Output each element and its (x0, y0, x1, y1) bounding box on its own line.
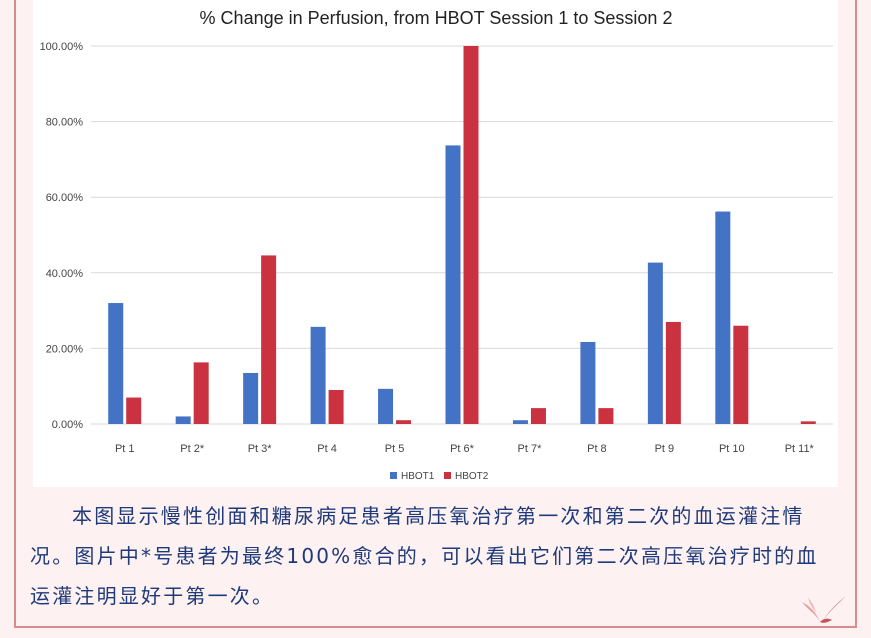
caption-text: 本图显示慢性创面和糖尿病足患者高压氧治疗第一次和第二次的血运灌注情况。图片中*号… (30, 504, 819, 608)
y-tick-label: 100.00% (40, 41, 84, 53)
bird-icon (802, 596, 846, 623)
x-tick-label: Pt 9 (655, 443, 675, 455)
bar-chart: % Change in Perfusion, from HBOT Session… (40, 8, 833, 482)
bar-hbot1-10 (715, 211, 731, 424)
gridlines (91, 45, 833, 425)
bar-hbot2-9 (665, 321, 681, 424)
bar-hbot2-6 (463, 46, 479, 424)
x-tick-label: Pt 7* (518, 443, 543, 455)
y-tick-label: 0.00% (52, 419, 83, 431)
bar-hbot2-7 (530, 408, 546, 424)
y-tick-label: 60.00% (46, 192, 84, 204)
x-tick-label: Pt 6* (450, 443, 475, 455)
x-tick-label: Pt 3* (248, 443, 273, 455)
bar-hbot2-1 (126, 397, 142, 424)
x-tick-label: Pt 5 (385, 443, 405, 455)
bar-hbot2-8 (598, 408, 614, 424)
y-tick-label: 20.00% (46, 343, 84, 355)
bar-hbot1-9 (647, 262, 663, 424)
bar-hbot1-1 (108, 303, 124, 424)
legend-swatch-hbot1 (390, 472, 397, 479)
bar-hbot2-3 (261, 255, 277, 424)
x-tick-label: Pt 4 (317, 443, 337, 455)
bar-hbot1-4 (310, 326, 326, 424)
x-tick-label: Pt 2* (180, 443, 205, 455)
y-tick-label: 80.00% (46, 117, 84, 129)
x-tick-label: Pt 11* (785, 443, 815, 455)
bar-hbot2-10 (733, 325, 749, 424)
x-tick-label: Pt 8 (587, 443, 607, 455)
y-tick-labels: 0.00% 20.00% 40.00% 60.00% 80.00% 100.00% (40, 41, 84, 431)
legend-label-hbot1: HBOT1 (401, 471, 435, 482)
x-tick-labels: Pt 1 Pt 2* Pt 3* Pt 4 Pt 5 Pt 6* Pt 7* Pt 8 Pt 9… (115, 443, 815, 455)
legend-label-hbot2: HBOT2 (455, 471, 489, 482)
y-tick-label: 40.00% (46, 268, 84, 280)
legend-swatch-hbot2 (444, 472, 451, 479)
bar-hbot1-5 (378, 388, 394, 424)
bar-hbot1-3 (243, 372, 259, 424)
x-tick-label: Pt 1 (115, 443, 135, 455)
chart-title: % Change in Perfusion, from HBOT Session… (200, 8, 673, 28)
bar-hbot1-7 (512, 420, 528, 424)
bar-hbot1-6 (445, 145, 461, 424)
bar-hbot2-11 (800, 421, 816, 424)
legend: HBOT1 HBOT2 (390, 471, 489, 482)
bar-hbot1-2 (175, 416, 191, 424)
x-tick-label: Pt 10 (719, 443, 745, 455)
bars (108, 46, 816, 424)
bar-hbot2-4 (328, 389, 344, 424)
bar-hbot2-2 (193, 362, 209, 424)
bar-hbot2-5 (396, 420, 412, 424)
bar-hbot1-8 (580, 341, 596, 424)
chart-panel: % Change in Perfusion, from HBOT Session… (33, 0, 838, 487)
